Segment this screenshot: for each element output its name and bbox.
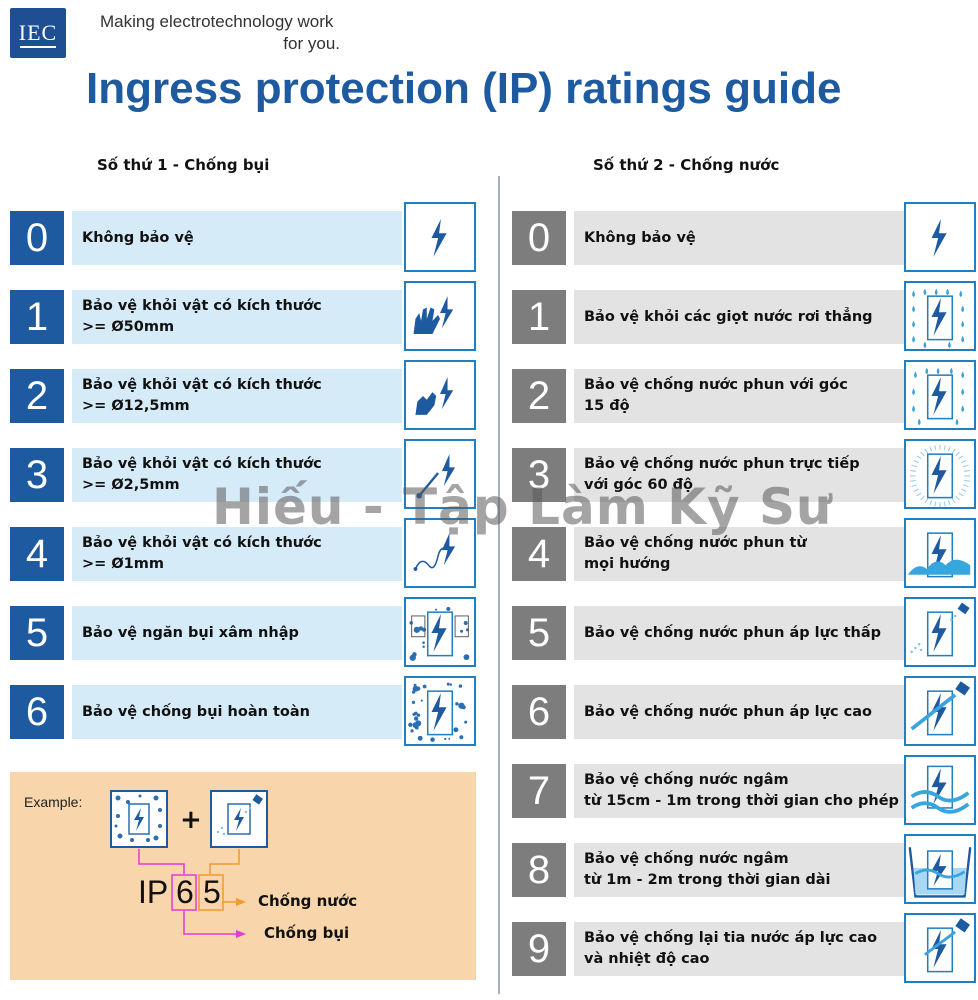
water-row-description: Bảo vệ chống nước ngâm từ 1m - 2m trong … [574, 843, 904, 897]
lightning-icon [904, 202, 976, 272]
water-row-number: 3 [512, 448, 566, 502]
dust-heading: Số thứ 1 - Chống bụi [97, 156, 270, 174]
dust-row: 2 Bảo vệ khỏi vật có kích thước >= Ø12,5m… [10, 368, 402, 424]
high-pressure-jet-icon [904, 676, 976, 746]
dust-row: 4 Bảo vệ khỏi vật có kích thước >= Ø1mm [10, 526, 402, 582]
example-label: Example: [24, 794, 83, 810]
water-row: 1 Bảo vệ khỏi các giọt nước rơi thẳng [512, 289, 904, 345]
water-row-description: Bảo vệ chống lại tia nước áp lực cao và … [574, 922, 904, 976]
water-row-description: Bảo vệ chống nước phun áp lực thấp [574, 606, 904, 660]
tagline-line2: for you. [283, 34, 340, 53]
dust-row-number: 5 [10, 606, 64, 660]
water-row-description: Bảo vệ chống nước phun từ mọi hướng [574, 527, 904, 581]
water-row: 5 Bảo vệ chống nước phun áp lực thấp [512, 605, 904, 661]
dust-row-description: Không bảo vệ [72, 211, 402, 265]
water-row-number: 4 [512, 527, 566, 581]
dust-row-number: 0 [10, 211, 64, 265]
dust-row-description: Bảo vệ khỏi vật có kích thước >= Ø1mm [72, 527, 402, 581]
vertical-drops-icon [904, 281, 976, 351]
water-row: 3 Bảo vệ chống nước phun trực tiếp với gó… [512, 447, 904, 503]
water-row-number: 7 [512, 764, 566, 818]
dust-row: 5 Bảo vệ ngăn bụi xâm nhập [10, 605, 402, 661]
dust-row: 3 Bảo vệ khỏi vật có kích thước >= Ø2,5mm [10, 447, 402, 503]
dust-row-number: 2 [10, 369, 64, 423]
dust-row-description: Bảo vệ khỏi vật có kích thước >= Ø50mm [72, 290, 402, 344]
water-row-description: Bảo vệ chống nước phun áp lực cao [574, 685, 904, 739]
dust-row-description: Bảo vệ ngăn bụi xâm nhập [72, 606, 402, 660]
water-digit-label: Chống nước [258, 892, 358, 910]
submersion-icon [904, 834, 976, 904]
spray-icon [904, 439, 976, 509]
page-title: Ingress protection (IP) ratings guide [86, 64, 842, 113]
water-row-description: Bảo vệ khỏi các giọt nước rơi thẳng [574, 290, 904, 344]
watermark: Hiếu - Tập Làm Kỹ Sư [212, 478, 833, 536]
water-row-number: 0 [512, 211, 566, 265]
dust-row-number: 6 [10, 685, 64, 739]
dust-row-number: 4 [10, 527, 64, 581]
water-row-number: 2 [512, 369, 566, 423]
tool-icon [404, 439, 476, 509]
dust-row-description: Bảo vệ chống bụi hoàn toàn [72, 685, 402, 739]
dust-row: 0 Không bảo vệ [10, 210, 402, 266]
finger-icon [404, 360, 476, 430]
dust-digit-label: Chống bụi [264, 924, 350, 942]
dust-row-description: Bảo vệ khỏi vật có kích thước >= Ø2,5mm [72, 448, 402, 502]
dust-row-number: 1 [10, 290, 64, 344]
water-row-number: 9 [512, 922, 566, 976]
dust-protected-icon [404, 597, 476, 667]
immersion-icon [904, 755, 976, 825]
splash-icon [904, 518, 976, 588]
dust-row: 1 Bảo vệ khỏi vật có kích thước >= Ø50mm [10, 289, 402, 345]
water-row: 6 Bảo vệ chống nước phun áp lực cao [512, 684, 904, 740]
tagline: Making electrotechnology work for you. [100, 11, 340, 55]
example-dust-icon [110, 790, 168, 848]
ip-second-digit: 5 [203, 874, 221, 910]
column-divider [498, 176, 500, 994]
tilted-drops-icon [904, 360, 976, 430]
dust-tight-icon [404, 676, 476, 746]
hand-icon [404, 281, 476, 351]
ip-prefix: IP [138, 874, 169, 910]
example-panel: Example: + IP 6 5 Chống [10, 772, 476, 980]
low-pressure-jet-icon [904, 597, 976, 667]
water-row-description: Bảo vệ chống nước phun trực tiếp với góc… [574, 448, 904, 502]
plus-sign: + [180, 805, 202, 835]
water-row-description: Không bảo vệ [574, 211, 904, 265]
water-heading: Số thứ 2 - Chống nước [593, 156, 780, 174]
lightning-icon [404, 202, 476, 272]
hot-jet-icon [904, 913, 976, 983]
water-row-number: 5 [512, 606, 566, 660]
water-row-description: Bảo vệ chống nước ngâm từ 15cm - 1m tron… [574, 764, 904, 818]
iec-logo: IEC [10, 8, 66, 58]
logo-text: IEC [18, 20, 58, 45]
example-water-icon [210, 790, 268, 848]
water-row: 0 Không bảo vệ [512, 210, 904, 266]
water-row: 7 Bảo vệ chống nước ngâm từ 15cm - 1m tro… [512, 763, 904, 819]
water-row: 9 Bảo vệ chống lại tia nước áp lực cao và… [512, 921, 904, 977]
dust-row-description: Bảo vệ khỏi vật có kích thước >= Ø12,5mm [72, 369, 402, 423]
wire-icon [404, 518, 476, 588]
water-row: 4 Bảo vệ chống nước phun từ mọi hướng [512, 526, 904, 582]
water-row: 8 Bảo vệ chống nước ngâm từ 1m - 2m trong… [512, 842, 904, 898]
water-row-number: 6 [512, 685, 566, 739]
water-row-description: Bảo vệ chống nước phun với góc 15 độ [574, 369, 904, 423]
example-connectors [138, 849, 246, 938]
ip-first-digit: 6 [176, 874, 194, 910]
dust-row: 6 Bảo vệ chống bụi hoàn toàn [10, 684, 402, 740]
water-row-number: 1 [512, 290, 566, 344]
tagline-line1: Making electrotechnology work [100, 12, 334, 31]
dust-row-number: 3 [10, 448, 64, 502]
water-row: 2 Bảo vệ chống nước phun với góc 15 độ [512, 368, 904, 424]
water-row-number: 8 [512, 843, 566, 897]
